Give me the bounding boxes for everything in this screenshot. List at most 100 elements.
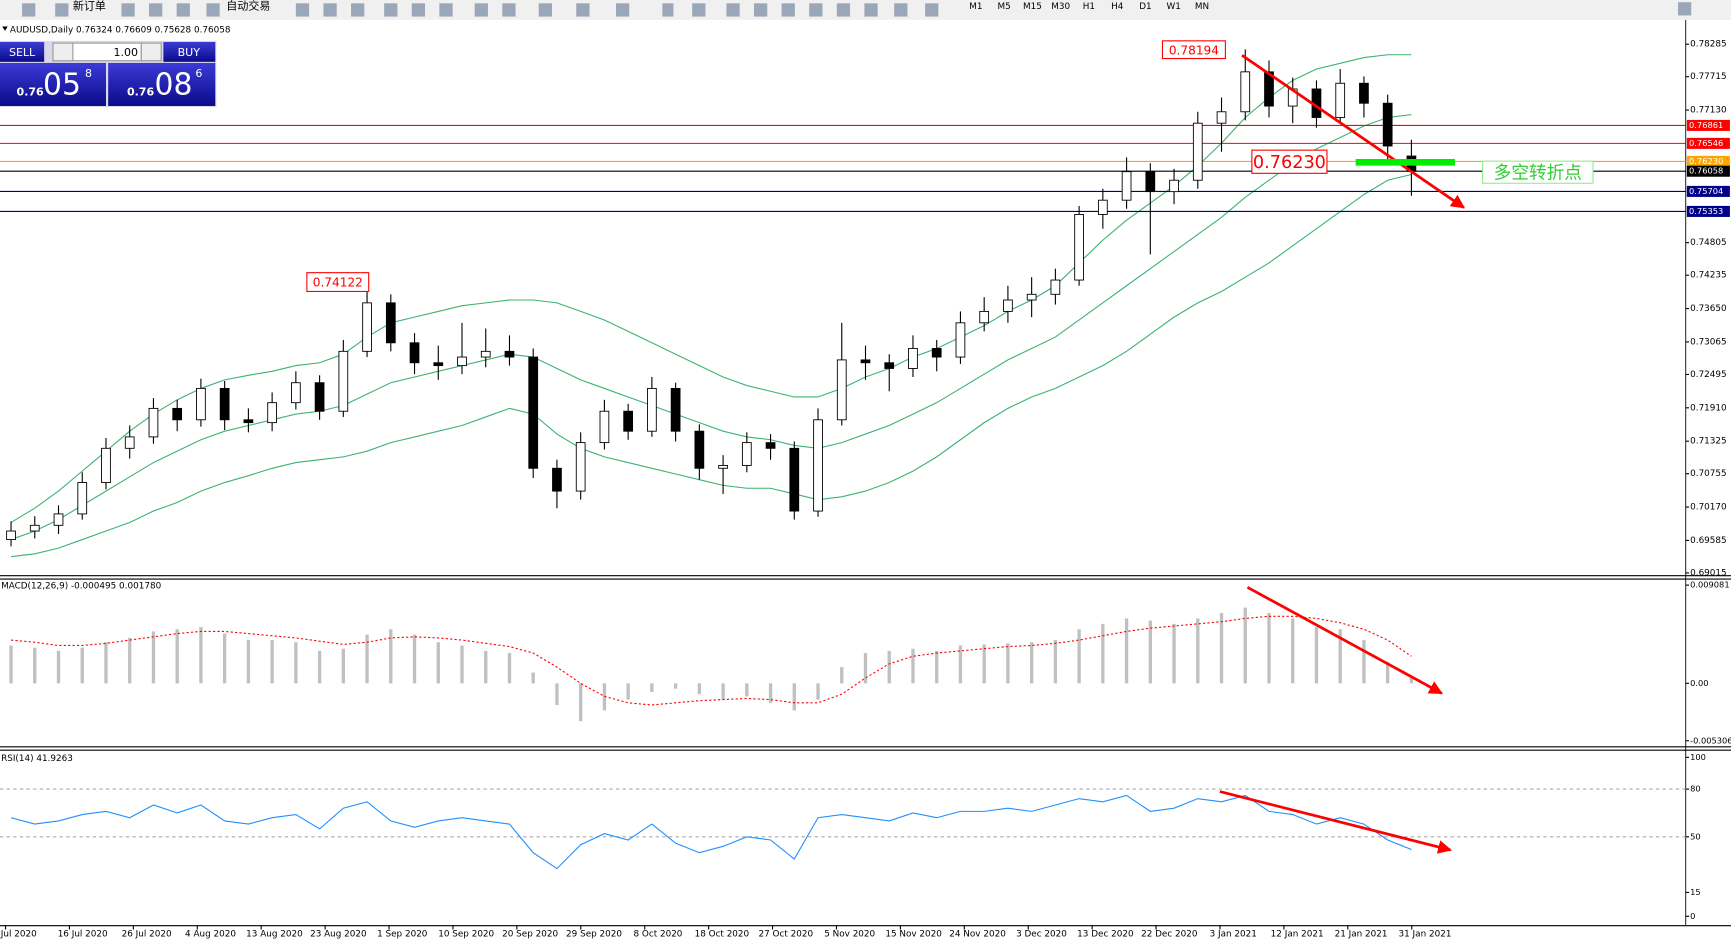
x-tick-label: 13 Aug 2020 — [246, 929, 303, 939]
y-tick-label: 100 — [1690, 752, 1706, 762]
buy-price-mid: 08 — [155, 68, 193, 103]
macd-bar — [1362, 640, 1366, 684]
macd-bar — [1172, 623, 1176, 684]
bollinger-lower — [10, 173, 1412, 558]
level-tag — [1686, 119, 1730, 131]
sell-price-big: 0.76 — [17, 86, 45, 99]
lots-up[interactable] — [140, 42, 162, 62]
timeframe-button[interactable]: W1 — [1167, 2, 1181, 12]
timeframe-bar: M1 M5 M15 M30 H1 H4 D1 W1 MN — [969, 2, 1209, 12]
timeframe-button[interactable]: M30 — [1051, 2, 1070, 12]
macd-bar — [1314, 627, 1319, 684]
candle-body — [623, 410, 634, 432]
timeframe-button[interactable]: M5 — [998, 2, 1011, 12]
sell-price-box[interactable] — [0, 62, 106, 106]
candle-body — [979, 310, 990, 324]
y-tick-label: 0.74235 — [1690, 271, 1727, 281]
macd-bar — [579, 683, 583, 722]
candle-body — [172, 407, 183, 421]
macd-bar — [199, 627, 203, 684]
candle-body — [575, 442, 586, 492]
candle-body — [314, 382, 325, 412]
macd-bar — [1148, 620, 1152, 684]
candle-body — [219, 387, 230, 421]
timeframe-button[interactable]: H1 — [1083, 2, 1095, 12]
timeframe-button[interactable]: MN — [1195, 2, 1209, 12]
annotation: 多空转折点 — [1494, 162, 1582, 183]
buy-price-small: 6 — [195, 67, 202, 80]
candle-body — [53, 513, 64, 526]
buy-label[interactable]: BUY — [178, 46, 201, 59]
candle-body — [243, 419, 254, 424]
sell-label[interactable]: SELL — [9, 46, 36, 59]
macd-bar — [436, 642, 440, 684]
macd-bar — [9, 645, 13, 684]
y-tick-label: 0.70170 — [1690, 503, 1727, 513]
y-tick-label: 0.74805 — [1690, 238, 1727, 248]
macd-bar — [1196, 618, 1200, 684]
y-tick-label: 0.73065 — [1690, 337, 1727, 347]
candle-body — [1026, 293, 1037, 301]
sell-price-mid: 05 — [43, 68, 81, 103]
macd-bar — [745, 683, 749, 697]
buy-button[interactable] — [163, 41, 216, 62]
candle-body — [694, 430, 705, 469]
candle-body — [765, 442, 776, 449]
timeframe-button[interactable]: D1 — [1139, 2, 1151, 12]
candle-body — [718, 464, 728, 469]
toolbar-new-order[interactable]: 新订单 — [73, 0, 106, 13]
macd-bar — [1006, 643, 1010, 684]
y-tick-label: 0.77715 — [1690, 72, 1727, 82]
macd-bar — [365, 634, 369, 684]
sell-button[interactable] — [0, 41, 45, 62]
x-tick-label: 22 Dec 2020 — [1141, 929, 1198, 939]
macd-bar — [484, 650, 488, 684]
candle-body — [1169, 179, 1179, 193]
y-tick-label: -0.005306 — [1690, 735, 1731, 745]
x-tick-label: 16 Jul 2020 — [58, 929, 108, 939]
macd-bar — [911, 648, 915, 684]
x-tick-label: 13 Dec 2020 — [1077, 929, 1134, 939]
level-label: 0.75704 — [1689, 186, 1723, 196]
macd-bar — [531, 672, 535, 684]
level-tag — [1686, 165, 1730, 177]
timeframe-button[interactable]: M15 — [1023, 2, 1042, 12]
level-label: 0.76546 — [1689, 138, 1723, 148]
macd-bar — [246, 640, 251, 684]
candle-body — [1050, 279, 1061, 295]
candle-body — [101, 447, 111, 483]
lots-value[interactable]: 1.00 — [113, 46, 138, 59]
candle-body — [6, 530, 16, 541]
toolbar-auto-trading[interactable]: 自动交易 — [226, 0, 270, 13]
x-tick-label: 20 Sep 2020 — [502, 929, 558, 939]
y-tick-label: 0.009081 — [1690, 580, 1729, 590]
buy-price-box[interactable] — [108, 62, 216, 106]
timeframe-button[interactable]: M1 — [969, 2, 982, 12]
candle-body — [196, 387, 206, 421]
candle-body — [1335, 82, 1346, 118]
lots-down[interactable] — [52, 42, 74, 62]
macd-bar — [1101, 623, 1105, 684]
x-tick-label: 15 Nov 2020 — [885, 929, 942, 939]
candle-body — [1240, 71, 1251, 113]
macd-bar — [389, 629, 393, 684]
trend-arrow — [1241, 54, 1465, 209]
annotation: 0.78194 — [1169, 43, 1219, 57]
macd-bar — [80, 647, 84, 684]
candle-body — [528, 356, 539, 469]
rsi-line — [10, 794, 1412, 870]
candle-body — [813, 419, 823, 512]
candle-body — [789, 447, 800, 512]
candle-body — [291, 382, 301, 404]
candle-body — [1097, 199, 1108, 215]
y-tick-label: 0.71910 — [1690, 403, 1727, 413]
y-tick-label: 15 — [1690, 887, 1701, 897]
x-tick-label: 26 Jul 2020 — [122, 929, 172, 939]
timeframe-button[interactable]: H4 — [1111, 2, 1124, 12]
level-tag — [1686, 185, 1730, 197]
annotation: 0.74122 — [313, 276, 363, 290]
macd-bar — [1409, 677, 1414, 684]
